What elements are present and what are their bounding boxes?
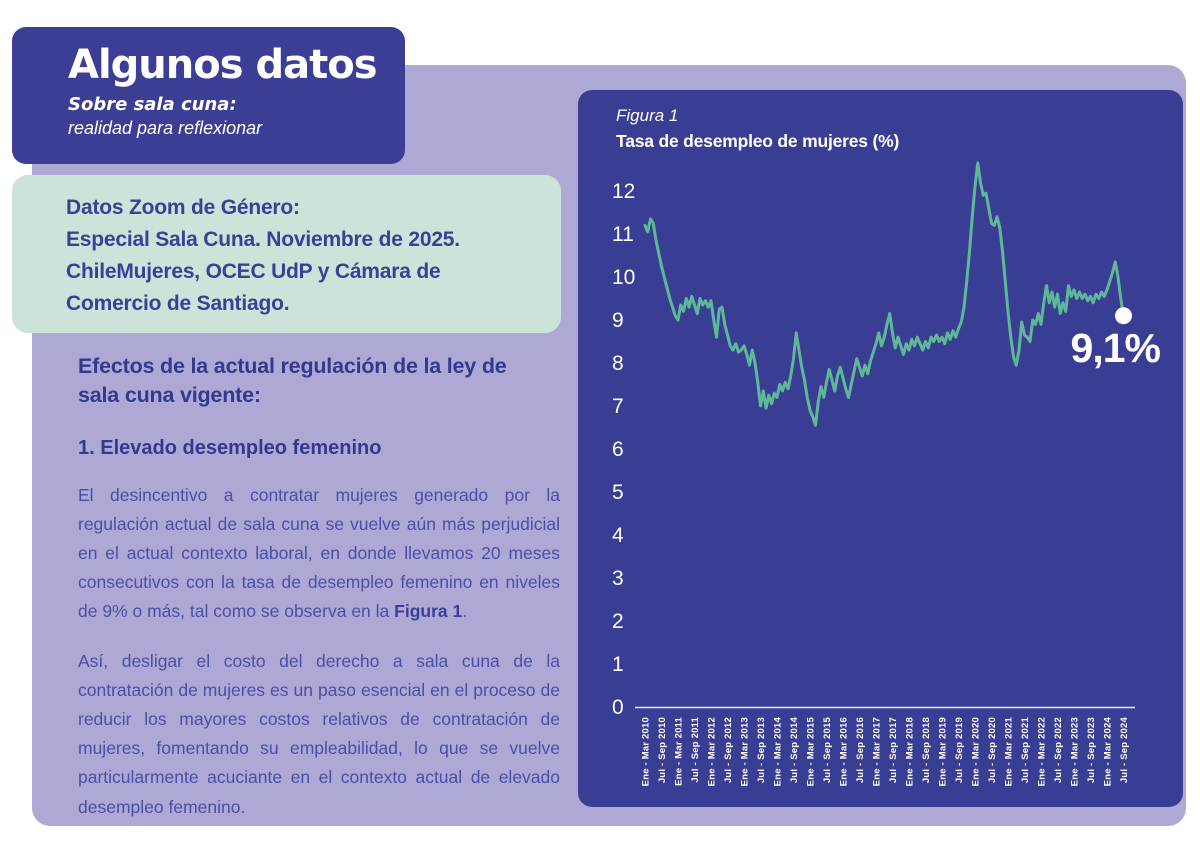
- x-axis-label: Ene - Mar 2017: [872, 717, 883, 786]
- x-axis-label: Ene - Mar 2013: [740, 717, 751, 786]
- page-subtitle-italic: realidad para reflexionar: [68, 118, 263, 138]
- source-card: Datos Zoom de Género: Especial Sala Cuna…: [12, 175, 561, 333]
- x-axis-label: Jul - Sep 2018: [921, 717, 932, 783]
- x-axis-label: Jul - Sep 2010: [657, 717, 668, 783]
- y-axis-tick: 10: [612, 266, 635, 289]
- page-subtitle-bold: Sobre sala cuna:: [68, 94, 237, 115]
- y-axis-tick: 11: [612, 223, 634, 246]
- figura-1-reference: Figura 1: [394, 601, 463, 622]
- y-axis-tick: 12: [612, 180, 635, 203]
- y-axis-tick: 0: [612, 696, 624, 719]
- chart-title: Tasa de desempleo de mujeres (%): [616, 131, 900, 151]
- x-axis-label: Ene - Mar 2016: [839, 717, 850, 786]
- last-point-marker: [1115, 307, 1132, 325]
- y-axis-tick: 4: [612, 524, 624, 547]
- data-line: [643, 161, 1125, 427]
- x-axis-label: Ene - Mar 2018: [905, 717, 916, 786]
- source-text: Datos Zoom de Género: Especial Sala Cuna…: [66, 196, 460, 315]
- x-axis-label: Jul - Sep 2023: [1086, 717, 1097, 783]
- x-axis-label: Jul - Sep 2020: [987, 717, 998, 783]
- x-axis-label: Jul - Sep 2013: [756, 717, 767, 783]
- last-value-label: 9,1%: [1071, 325, 1161, 371]
- x-axis-label: Jul - Sep 2015: [822, 716, 833, 783]
- y-axis-tick: 7: [612, 395, 624, 418]
- x-axis-label: Jul - Sep 2011: [690, 716, 701, 782]
- x-axis-label: Ene - Mar 2015: [806, 716, 817, 786]
- x-axis-label: Jul - Sep 2014: [789, 716, 800, 783]
- y-axis-tick: 3: [612, 567, 624, 590]
- y-axis-tick: 9: [612, 309, 624, 332]
- y-axis-tick: 6: [612, 438, 624, 461]
- x-axis-label: Ene - Mar 2012: [707, 717, 718, 786]
- y-axis-tick: 1: [612, 653, 624, 676]
- x-axis-label: Ene - Mar 2019: [938, 717, 949, 786]
- chart-card: Figura 1 Tasa de desempleo de mujeres (%…: [578, 90, 1183, 807]
- x-axis-label: Ene - Mar 2024: [1103, 716, 1114, 786]
- x-axis-label: Jul - Sep 2024: [1119, 716, 1130, 783]
- y-axis-tick: 2: [612, 610, 624, 633]
- title-card: Algunos datos Sobre sala cuna: realidad …: [12, 27, 405, 164]
- x-axis-label: Jul - Sep 2012: [723, 717, 734, 783]
- paragraph-1-text: El desincentivo a contratar mujeres gene…: [78, 485, 560, 622]
- x-axis-label: Ene - Mar 2014: [773, 716, 784, 786]
- x-axis-label: Jul - Sep 2021: [1020, 716, 1031, 783]
- y-axis-tick: 5: [612, 481, 624, 504]
- point-heading: 1. Elevado desempleo femenino: [78, 437, 382, 460]
- x-axis-label: Ene - Mar 2023: [1070, 717, 1081, 786]
- left-text-column: Efectos de la actual regulación de la le…: [78, 352, 560, 822]
- section-heading: Efectos de la actual regulación de la le…: [78, 354, 507, 408]
- x-axis-label: Jul - Sep 2016: [855, 717, 866, 783]
- x-axis-label: Jul - Sep 2017: [888, 717, 899, 783]
- paragraph-1-end: .: [462, 601, 468, 622]
- y-axis-tick: 8: [612, 352, 624, 375]
- paragraph-1: El desincentivo a contratar mujeres gene…: [78, 481, 560, 626]
- x-axis-label: Ene - Mar 2020: [971, 717, 982, 786]
- page-title: Algunos datos: [68, 42, 378, 88]
- x-axis-label: Ene - Mar 2010: [641, 717, 652, 786]
- paragraph-2: Así, desligar el costo del derecho a sal…: [78, 651, 560, 817]
- x-axis-label: Ene - Mar 2021: [1004, 716, 1015, 786]
- x-axis-label: Jul - Sep 2019: [954, 717, 965, 783]
- figure-label: Figura 1: [616, 106, 679, 125]
- x-axis-label: Jul - Sep 2022: [1053, 717, 1064, 783]
- x-axis-label: Ene - Mar 2022: [1037, 717, 1048, 786]
- x-axis-label: Ene - Mar 2011: [674, 716, 685, 785]
